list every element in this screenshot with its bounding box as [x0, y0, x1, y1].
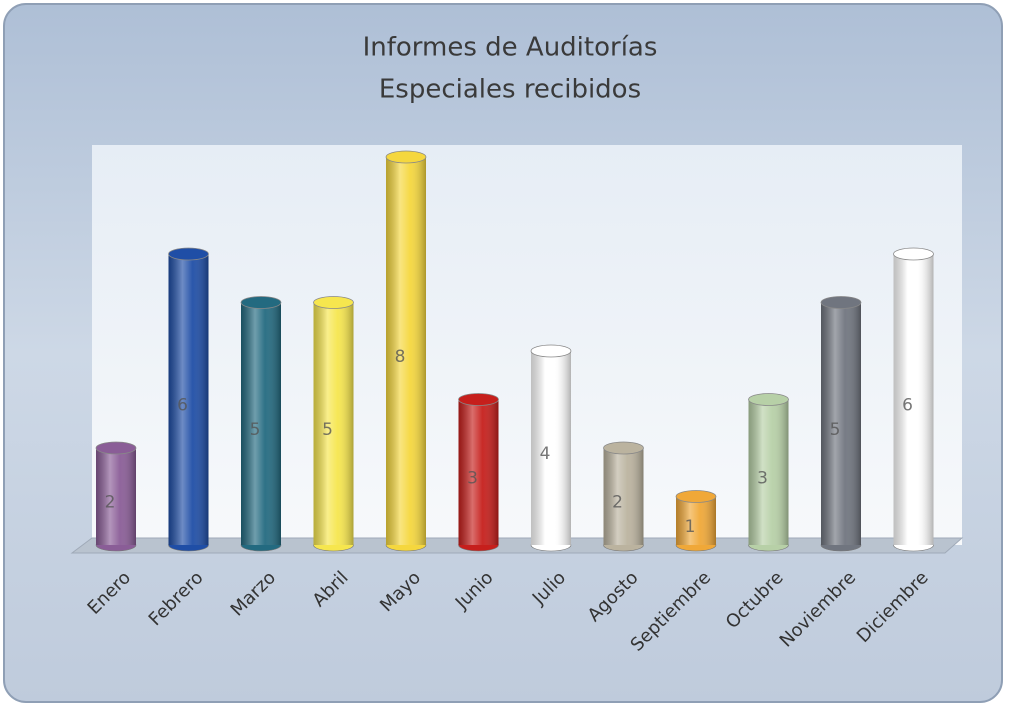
data-label: 2 — [612, 493, 623, 513]
bar-shade — [893, 254, 934, 545]
cylinder-top — [675, 490, 717, 503]
cylinder — [893, 247, 934, 552]
cylinder — [820, 296, 862, 552]
data-label: 5 — [250, 420, 261, 440]
data-label: 6 — [177, 396, 188, 416]
cylinder-top — [748, 393, 789, 406]
bar-shade — [168, 254, 209, 545]
cylinder-top — [458, 393, 499, 406]
data-label: 2 — [105, 493, 116, 513]
data-label: 4 — [540, 444, 551, 464]
bar-shade — [313, 302, 354, 545]
cylinder-top — [820, 296, 862, 309]
cylinder — [313, 296, 354, 552]
data-label: 3 — [757, 468, 768, 488]
cylinder — [385, 150, 427, 552]
bar-shade — [458, 399, 499, 545]
bar-shade — [386, 157, 426, 545]
cylinder — [530, 344, 572, 552]
data-label: 6 — [902, 396, 913, 416]
bar-shade — [531, 351, 571, 545]
cylinder-top — [313, 296, 354, 309]
cylinder-top — [240, 296, 282, 309]
cylinder-top — [530, 344, 572, 358]
bar-shade — [603, 448, 644, 545]
cylinder — [95, 441, 137, 552]
bar-shade — [748, 399, 789, 545]
data-label: 3 — [467, 468, 478, 488]
cylinder-top — [385, 150, 427, 164]
cylinder — [240, 296, 282, 552]
cylinder-top — [168, 247, 209, 261]
chart-title: Especiales recibidos — [379, 75, 641, 105]
cylinder — [168, 247, 209, 552]
cylinder — [458, 393, 499, 552]
plot-area — [92, 145, 962, 545]
cylinder-top — [893, 247, 934, 261]
cylinder-top — [95, 441, 137, 455]
data-label: 5 — [322, 420, 333, 440]
data-label: 1 — [685, 517, 696, 537]
bar-shade — [241, 302, 281, 545]
chart-title: Informes de Auditorías — [363, 33, 658, 63]
bar-shade — [96, 448, 136, 545]
cylinder — [603, 441, 644, 552]
floor — [70, 537, 964, 554]
data-label: 5 — [830, 420, 841, 440]
bar-shade — [676, 496, 716, 545]
bar-shade — [821, 302, 861, 545]
data-label: 8 — [395, 347, 406, 367]
cylinder-top — [603, 441, 644, 455]
cylinder — [748, 393, 789, 552]
cylinder — [675, 490, 717, 552]
